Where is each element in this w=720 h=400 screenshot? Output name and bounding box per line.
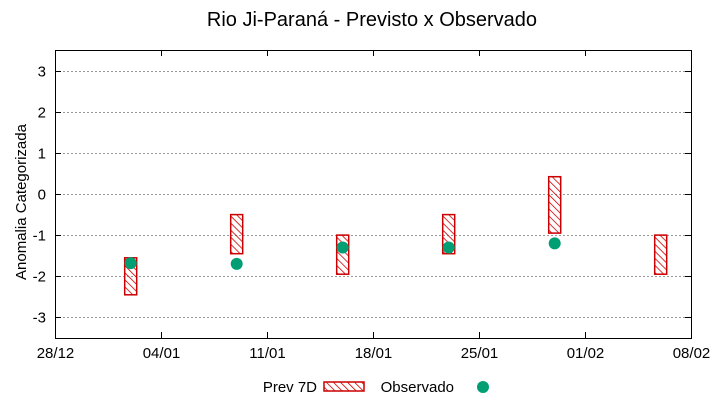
x-axis-ticks: 28/12 04/01 11/01 18/01 25/01 01/02 08/02	[37, 50, 711, 362]
forecast-range-bar	[547, 175, 562, 234]
forecast-range-bar	[335, 234, 350, 275]
y-tick-label: -2	[33, 269, 46, 286]
legend: Prev 7D Observado	[263, 379, 489, 396]
grid-lines	[55, 71, 691, 318]
x-tick-label: 01/02	[567, 345, 605, 362]
y-tick-label: -1	[33, 228, 46, 245]
x-tick-label: 28/12	[37, 345, 75, 362]
legend-label-prev7d: Prev 7D	[263, 379, 317, 396]
observed-point	[124, 257, 137, 270]
y-tick-label: 0	[38, 187, 46, 204]
legend-label-observado: Observado	[381, 379, 454, 396]
y-tick-label: -3	[33, 310, 46, 327]
x-tick-label: 25/01	[461, 345, 499, 362]
y-axis-label: Anomalia Categorizada	[13, 123, 30, 280]
legend-marker-observado	[477, 381, 489, 393]
chart-title: Rio Ji-Paraná - Previsto x Observado	[207, 9, 537, 31]
observed-point	[336, 241, 349, 254]
plot-frame	[55, 50, 692, 339]
observed-point	[548, 237, 561, 250]
y-tick-label: 3	[38, 64, 46, 81]
x-tick-label: 18/01	[355, 345, 393, 362]
observed-point	[442, 241, 455, 254]
y-tick-label: 2	[38, 105, 46, 122]
forecast-range-bar	[653, 234, 668, 275]
y-axis-ticks: 3 2 1 0 -1 -2 -3	[33, 64, 691, 327]
x-tick-label: 08/02	[673, 345, 711, 362]
observed-points	[124, 237, 561, 270]
x-tick-label: 04/01	[143, 345, 181, 362]
observed-point	[230, 257, 243, 270]
x-tick-label: 11/01	[249, 345, 285, 362]
forecast-range-bar	[229, 213, 244, 255]
y-tick-label: 1	[38, 146, 46, 163]
legend-swatch-prev7d	[323, 381, 365, 392]
